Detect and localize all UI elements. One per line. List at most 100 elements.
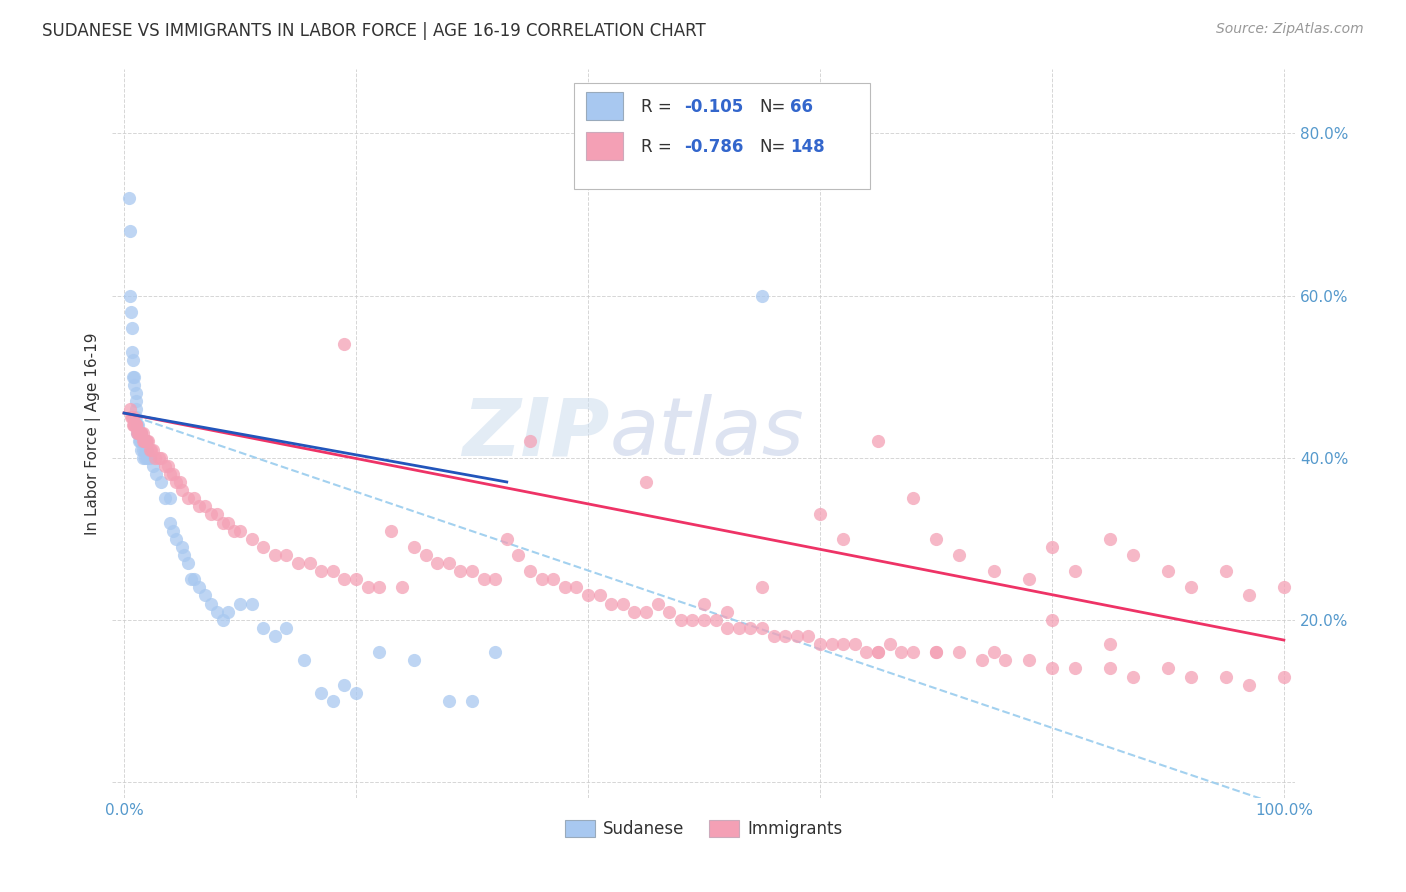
Point (159, 491, 181, 506)
Point (484, 572, 506, 586)
Point (177, 556, 200, 570)
Point (162, 524, 184, 538)
Point (472, 572, 495, 586)
Point (762, 629, 785, 643)
Point (1064, 661, 1087, 675)
Point (808, 508, 831, 522)
Point (217, 516, 239, 530)
Point (948, 548, 970, 562)
FancyBboxPatch shape (586, 92, 623, 120)
Point (576, 589, 599, 603)
Point (1040, 540, 1063, 554)
Point (681, 613, 703, 627)
Point (1180, 669, 1202, 683)
Point (252, 540, 274, 554)
Point (658, 605, 681, 619)
Point (131, 426, 153, 441)
Point (124, 418, 146, 433)
Point (124, 418, 146, 433)
Point (127, 426, 149, 441)
Point (461, 694, 484, 708)
Text: 66: 66 (790, 98, 813, 116)
Point (415, 548, 437, 562)
Point (519, 564, 541, 578)
Point (287, 556, 309, 570)
Point (122, 353, 145, 368)
Point (143, 450, 166, 465)
Point (356, 580, 378, 594)
Point (118, 191, 141, 205)
Point (292, 653, 315, 667)
Point (530, 572, 553, 586)
Point (925, 532, 948, 546)
Point (124, 385, 146, 400)
Point (138, 434, 160, 449)
Point (925, 645, 948, 659)
Point (983, 564, 1005, 578)
Point (188, 500, 211, 514)
Point (169, 475, 191, 489)
FancyBboxPatch shape (586, 132, 623, 160)
Point (391, 580, 413, 594)
Point (177, 491, 200, 506)
Point (901, 491, 924, 506)
Point (832, 532, 855, 546)
Point (1018, 653, 1040, 667)
Point (1040, 661, 1063, 675)
Point (495, 532, 517, 546)
Point (866, 645, 889, 659)
Point (565, 580, 588, 594)
Point (866, 434, 889, 449)
Point (138, 442, 160, 457)
Point (142, 458, 165, 473)
Point (136, 450, 159, 465)
Point (1064, 564, 1087, 578)
Point (124, 410, 146, 425)
Point (134, 442, 156, 457)
Point (437, 556, 460, 570)
Point (124, 418, 146, 433)
Text: Source: ZipAtlas.com: Source: ZipAtlas.com (1216, 22, 1364, 37)
Point (188, 580, 211, 594)
Point (124, 418, 146, 433)
Point (484, 645, 506, 659)
Point (129, 426, 152, 441)
Text: R =: R = (641, 138, 678, 156)
Point (134, 434, 156, 449)
Text: 148: 148 (790, 138, 825, 156)
Point (1272, 580, 1295, 594)
Point (1157, 661, 1180, 675)
Point (541, 572, 564, 586)
Point (120, 410, 142, 425)
Point (263, 548, 285, 562)
Point (153, 491, 176, 506)
Point (134, 450, 156, 465)
Point (124, 369, 146, 384)
Point (170, 540, 193, 554)
Point (740, 621, 762, 635)
Point (183, 572, 205, 586)
Text: -0.105: -0.105 (683, 98, 744, 116)
Text: -0.786: -0.786 (683, 138, 744, 156)
Point (200, 597, 222, 611)
Point (402, 653, 425, 667)
Point (165, 475, 187, 489)
Point (135, 434, 157, 449)
Point (122, 369, 145, 384)
Point (1018, 572, 1040, 586)
Point (844, 637, 866, 651)
Point (129, 434, 152, 449)
Point (121, 410, 143, 425)
Point (890, 645, 912, 659)
Point (170, 483, 193, 497)
Point (1040, 613, 1063, 627)
Point (118, 224, 141, 238)
Point (211, 516, 233, 530)
Point (461, 564, 484, 578)
Point (131, 426, 153, 441)
Point (183, 491, 205, 506)
Point (773, 629, 796, 643)
Point (162, 467, 184, 481)
Y-axis label: In Labor Force | Age 16-19: In Labor Force | Age 16-19 (86, 332, 101, 534)
Point (879, 637, 901, 651)
